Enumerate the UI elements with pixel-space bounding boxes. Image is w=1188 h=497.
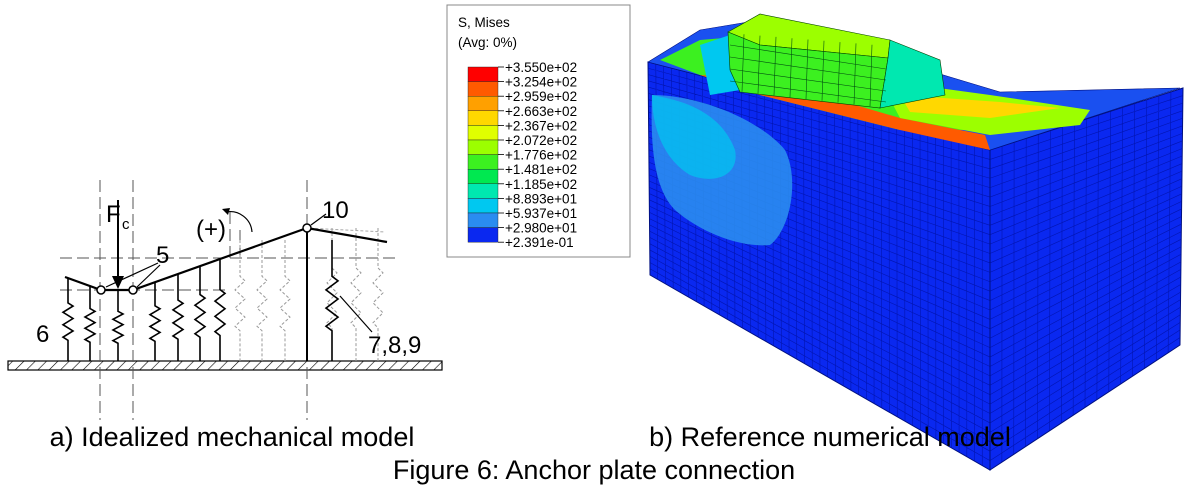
legend-swatch <box>467 227 499 243</box>
spring-label: 7,8,9 <box>368 332 421 359</box>
force-label: F <box>106 201 121 228</box>
legend-swatch <box>467 66 499 82</box>
node <box>302 223 312 233</box>
legend-label: +3.254e+02 <box>505 75 577 90</box>
springs <box>61 227 386 361</box>
spring <box>256 240 268 361</box>
legend-swatch <box>467 139 499 155</box>
spring <box>213 259 227 361</box>
spring <box>83 286 97 361</box>
spring <box>234 240 246 361</box>
moment-arc <box>225 211 253 233</box>
legend-subtitle: (Avg: 0%) <box>458 35 517 50</box>
spring <box>148 282 162 361</box>
spring <box>326 228 338 361</box>
legend-label: +2.367e+02 <box>505 118 577 133</box>
node-label: 10 <box>322 197 349 224</box>
panel-caption: a) Idealized mechanical model <box>50 422 415 452</box>
spring <box>193 266 207 361</box>
moment-label: (+) <box>196 216 226 243</box>
panel-caption: b) Reference numerical model <box>649 422 1011 452</box>
legend-swatch <box>467 212 499 228</box>
legend-label: +1.776e+02 <box>505 148 577 163</box>
figure-caption: Figure 6: Anchor plate connection <box>393 455 795 485</box>
legend-swatch <box>467 198 499 214</box>
leader-line <box>136 264 161 288</box>
leader-line <box>310 213 327 226</box>
legend-swatch <box>467 183 499 199</box>
leader-line <box>105 262 159 288</box>
legend-title: S, Mises <box>458 15 510 30</box>
legend-label: +5.937e+01 <box>505 206 577 221</box>
spring <box>61 278 75 361</box>
legend-label: +1.185e+02 <box>505 177 577 192</box>
legend-swatch <box>467 154 499 170</box>
node <box>96 285 106 295</box>
contour-legend: S, Mises (Avg: 0%) +3.550e+02+3.254e+02+… <box>446 4 631 258</box>
legend-swatch <box>467 125 499 141</box>
legend-swatch <box>467 95 499 111</box>
spring <box>350 228 362 361</box>
legend-swatch <box>467 81 499 97</box>
mechanical-model: F c (+) 5 10 6 7,8,9 <box>7 180 443 420</box>
spring <box>171 273 185 361</box>
spring <box>372 228 384 361</box>
legend-swatch <box>467 168 499 184</box>
legend-label: +2.980e+01 <box>505 221 577 236</box>
fe-model <box>647 13 1184 471</box>
legend-label: +8.893e+01 <box>505 191 577 206</box>
legend-label: +1.481e+02 <box>505 162 577 177</box>
legend-swatch <box>467 110 499 126</box>
plate-mesh <box>729 34 887 107</box>
force-arrowhead <box>112 276 124 289</box>
node <box>128 285 138 295</box>
legend-label: +3.550e+02 <box>505 60 577 75</box>
moment-arrowhead <box>222 208 230 215</box>
spring <box>111 290 125 361</box>
force-subscript: c <box>122 216 130 233</box>
node-label: 5 <box>156 242 169 269</box>
stress-zone <box>652 95 736 179</box>
spring <box>324 240 340 361</box>
ground <box>7 360 443 371</box>
legend-label: +2.663e+02 <box>505 104 577 119</box>
legend-label: +2.072e+02 <box>505 133 577 148</box>
spring-label: 6 <box>36 321 49 348</box>
mesh-lines <box>989 91 1184 463</box>
plate-zone <box>900 95 1060 118</box>
spring <box>279 240 291 361</box>
leader-line <box>339 295 373 333</box>
legend-label: +2.391e-01 <box>505 235 574 250</box>
legend-label: +2.959e+02 <box>505 89 577 104</box>
plate-block <box>879 39 946 109</box>
